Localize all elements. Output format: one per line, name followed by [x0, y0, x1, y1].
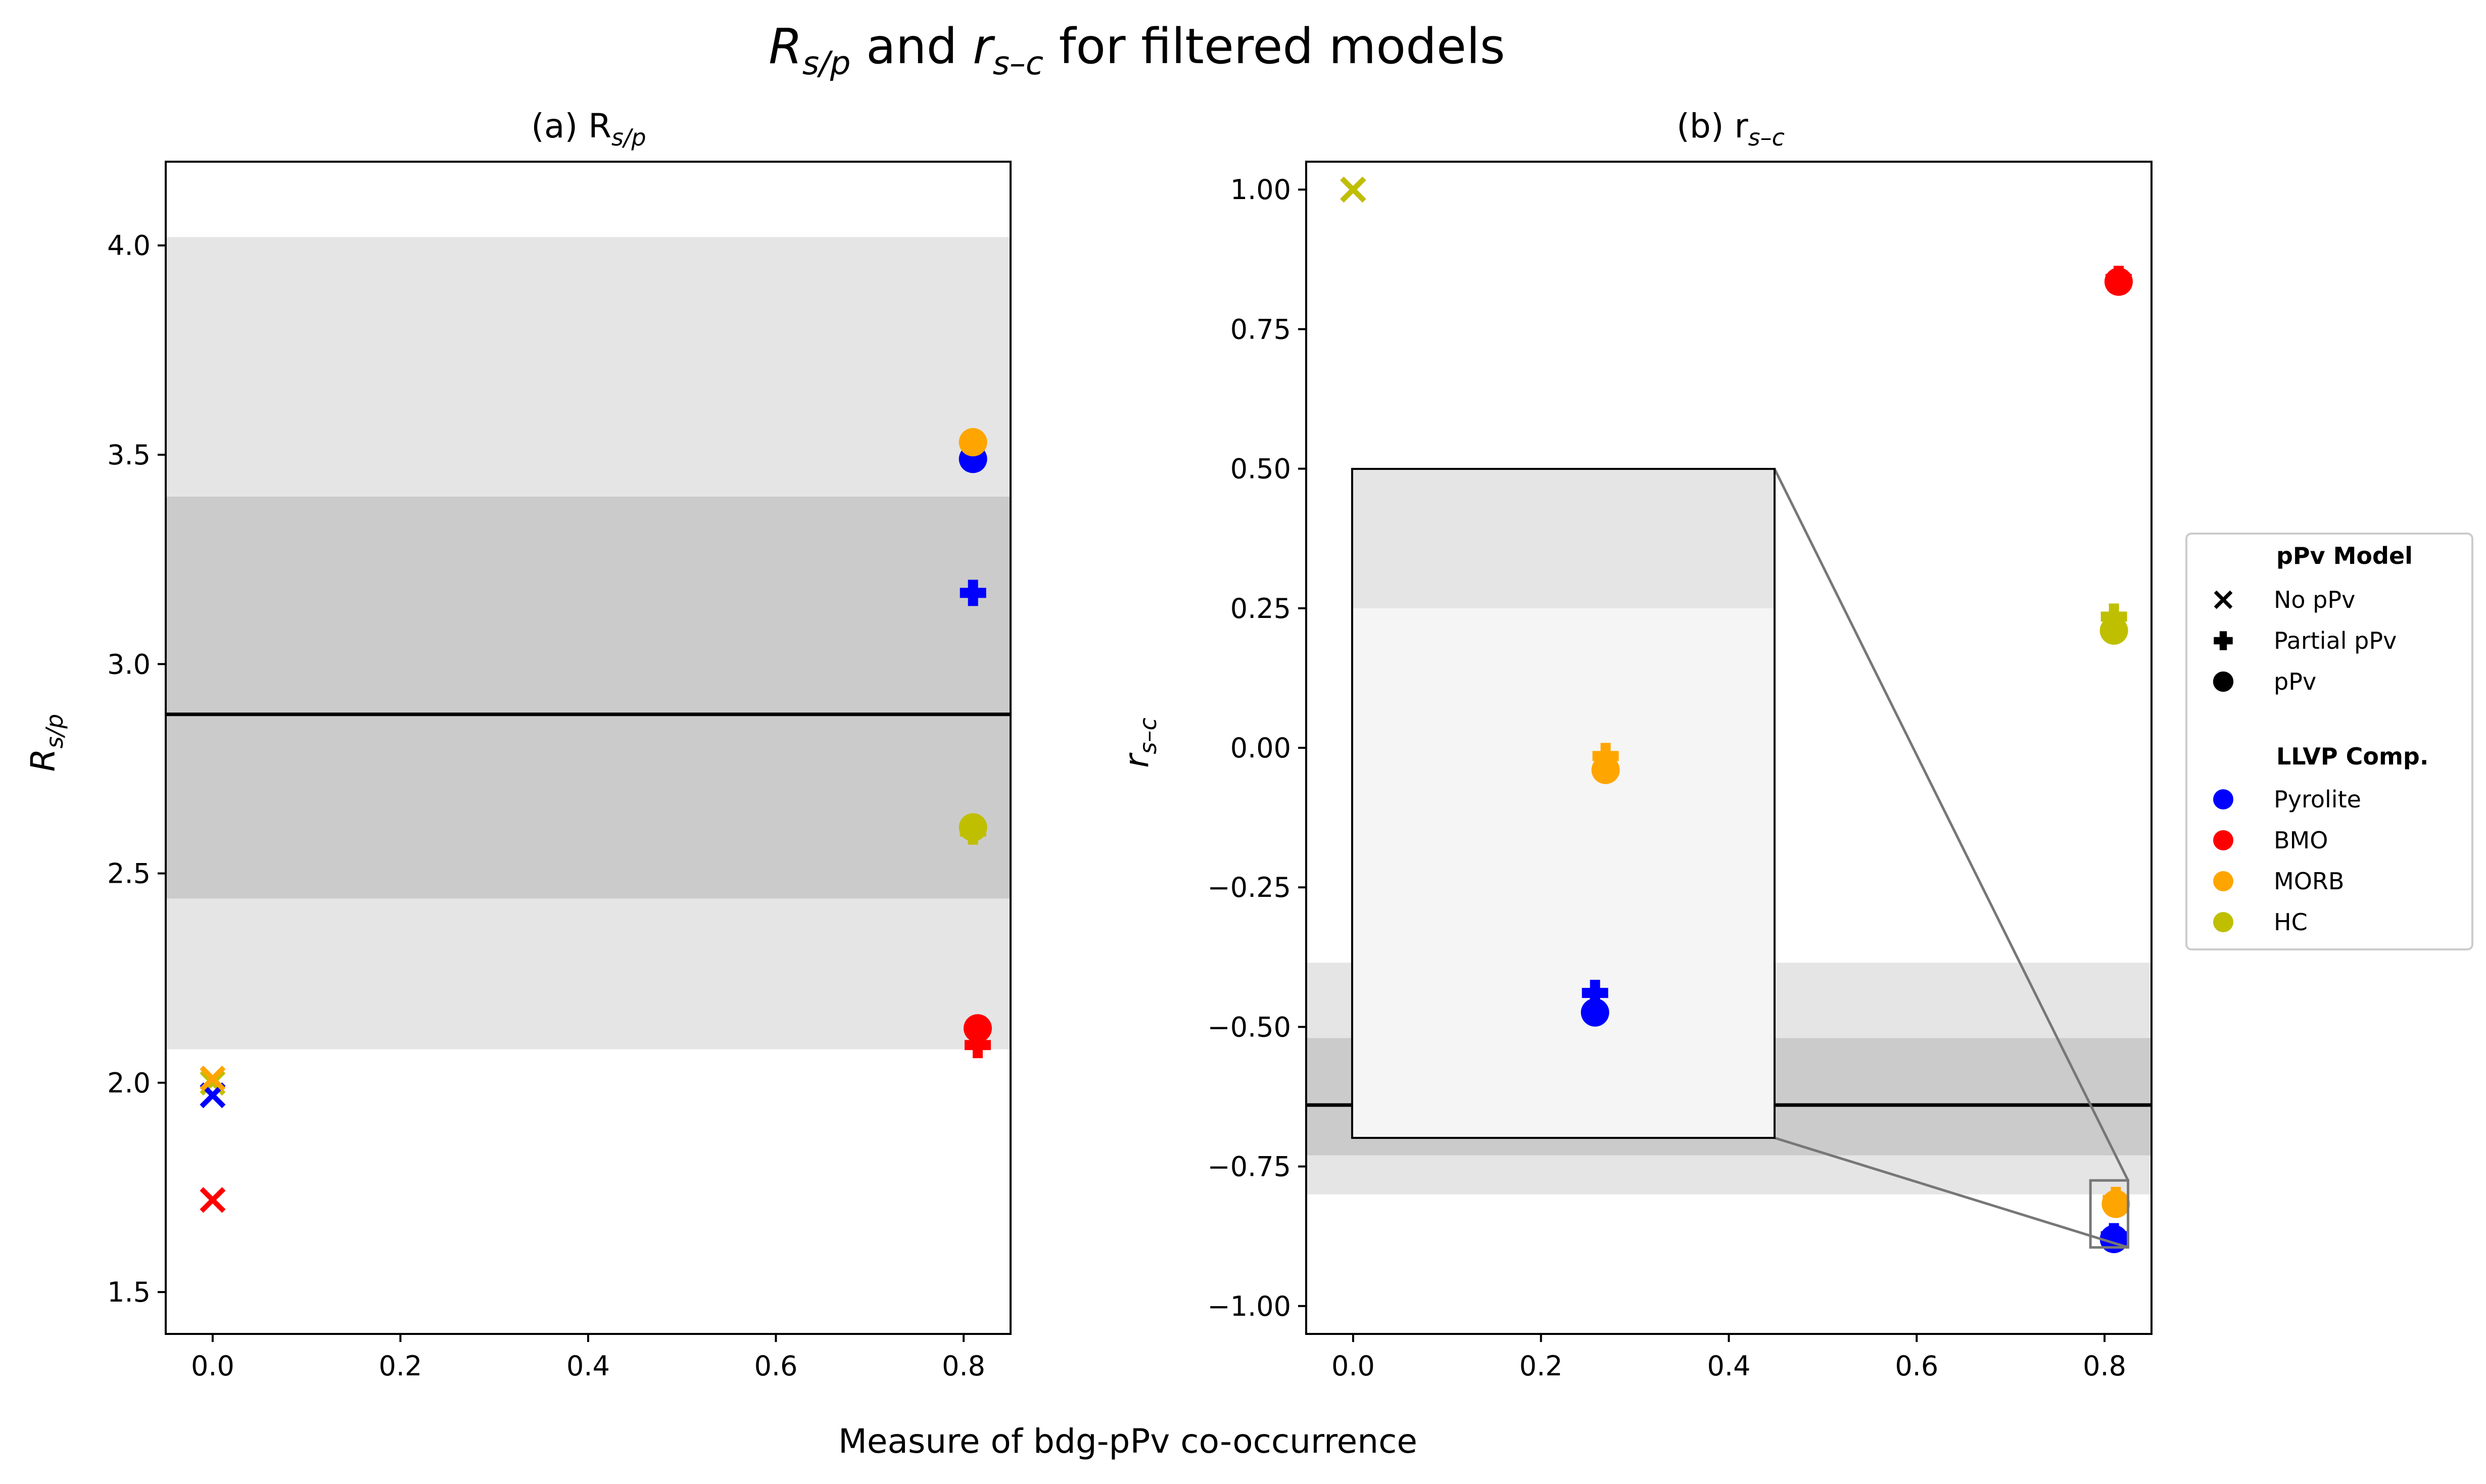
panel-a-ylabel: Rs/p — [24, 714, 68, 772]
legend-marker-morb — [2213, 871, 2233, 891]
panel-a-ytick-label: 1.5 — [107, 1276, 151, 1308]
legend-label-comp: MORB — [2274, 868, 2344, 895]
legend-label-comp: BMO — [2274, 827, 2328, 854]
panel-b-ytick-label: −0.75 — [1208, 1151, 1291, 1183]
legend: pPv Model No pPv Partial pPv pPv LLVP Comp… — [2185, 533, 2473, 950]
panel-a-band-1 — [166, 496, 1011, 899]
inset-band — [1352, 469, 1775, 608]
panel-b-point-hc-circle — [2099, 616, 2128, 645]
legend-label-model: No pPv — [2274, 586, 2355, 613]
legend-frame — [2185, 533, 2473, 950]
legend-marker-x — [2214, 590, 2233, 609]
legend-model-entries: No pPv Partial pPv pPv — [2213, 586, 2397, 695]
panel-b-xtick-label: 0.4 — [1707, 1350, 1751, 1382]
figure-suptitle: Rs/p and rs–c for filtered models — [769, 18, 1505, 82]
panel-a-ylabel-sub: s/p — [41, 714, 68, 749]
panel-a-point-pyrolite-plus — [960, 580, 986, 606]
suptitle-r: R — [769, 18, 802, 75]
panel-b-point-morb-circle — [2101, 1189, 2130, 1218]
inset-point-morb-circle — [1591, 755, 1620, 784]
panel-b-ylabel-sub: s–c — [1134, 717, 1162, 754]
inset-frame — [1351, 468, 1776, 1139]
inset-zoom-panel — [1351, 468, 1776, 1139]
legend-marker-pyrolite — [2213, 789, 2233, 809]
panel-b-title-sub: s–c — [1748, 124, 1785, 151]
panel-b-xtick-label: 0.8 — [2083, 1350, 2126, 1382]
panel-a-xtick-label: 0.2 — [378, 1350, 422, 1382]
legend-model-title: pPv Model — [2276, 542, 2413, 569]
panel-a-frame — [165, 161, 1012, 1335]
panel-a-rsp: (a) Rs/p Rs/p 0.0 0.2 0.4 0.6 0.81.52.02.53.… — [24, 107, 1012, 1382]
legend-comp-title: LLVP Comp. — [2276, 743, 2428, 770]
zoom-region-box — [2089, 1179, 2130, 1249]
suptitle-r2: r — [973, 18, 995, 75]
panel-a-title: (a) Rs/p — [531, 107, 646, 151]
panel-b-title: (b) rs–c — [1677, 107, 1785, 151]
shared-xlabel: Measure of bdg-pPv co-occurrence — [838, 1422, 1417, 1461]
panel-a-point-morb-x — [200, 1066, 226, 1092]
suptitle-r2-sub: s–c — [993, 45, 1044, 82]
panel-b-plot-area: 0.0 0.2 0.4 0.6 0.8 −1.00 −0.75 −0.50 −0.25 0.00 0… — [1208, 161, 2153, 1382]
panel-b-ytick-label: 0.00 — [1230, 732, 1291, 764]
panel-a-ytick-label: 3.0 — [107, 648, 151, 680]
legend-label-model: Partial pPv — [2274, 627, 2397, 654]
panel-a-ytick-label: 2.5 — [107, 858, 151, 890]
panel-b-xtick-label: 0.6 — [1895, 1350, 1938, 1382]
inset-point-pyrolite-circle — [1581, 998, 1609, 1027]
panel-a-point-bmo-circle — [963, 1014, 992, 1043]
panel-b-point-bmo-circle — [2104, 267, 2133, 296]
panel-a-ytick-label: 4.0 — [107, 230, 151, 262]
legend-marker-circle — [2213, 671, 2234, 692]
panel-b-xtick-label: 0.2 — [1519, 1350, 1563, 1382]
legend-label-model: pPv — [2274, 668, 2316, 695]
suptitle-tail: for filtered models — [1043, 18, 1505, 75]
panel-a-xtick-label: 0.4 — [566, 1350, 610, 1382]
panel-b-ytick-label: −0.25 — [1208, 872, 1291, 903]
panel-a-point-bmo-plus — [964, 1032, 991, 1059]
panel-a-title-sub: s/p — [611, 124, 646, 151]
panel-b-point-hc-x — [1340, 176, 1366, 203]
panel-b-ytick-label: 0.75 — [1230, 313, 1291, 345]
suptitle-r-sub: s/p — [802, 45, 851, 82]
inset-connector-bottom — [1774, 1136, 2129, 1249]
panel-a-xtick-label: 0.0 — [191, 1350, 234, 1382]
inset-connector-top — [1773, 468, 2129, 1181]
panel-b-ytick-label: −1.00 — [1208, 1290, 1291, 1322]
legend-label-comp: HC — [2274, 908, 2308, 936]
panel-b-frame — [1305, 161, 2153, 1335]
panel-b-rsc: (b) rs–c rs–c 0.0 0.2 0.4 0.6 0.8−1.00−0.75−… — [1117, 107, 2153, 1382]
legend-marker-plus — [2214, 631, 2233, 650]
panel-a-point-bmo-x — [200, 1187, 226, 1213]
legend-marker-bmo — [2213, 830, 2233, 850]
panel-a-ylabel-main: R — [24, 748, 63, 772]
panel-a-xtick-label: 0.8 — [942, 1350, 985, 1382]
suptitle-mid: and — [850, 18, 973, 75]
panel-b-ytick-label: 0.25 — [1230, 593, 1291, 625]
panel-b-ylabel: rs–c — [1117, 717, 1162, 768]
panel-a-point-morb-circle — [959, 428, 987, 457]
panel-b-ytick-label: 1.00 — [1230, 174, 1291, 206]
panel-b-ytick-label: 0.50 — [1230, 453, 1291, 485]
legend-comp-entries: Pyrolite BMO MORB HC — [2213, 786, 2361, 936]
legend-label-comp: Pyrolite — [2274, 786, 2361, 813]
panel-b-ylabel-main: r — [1117, 752, 1156, 768]
legend-marker-hc — [2213, 912, 2233, 932]
panel-a-plot-area: 0.0 0.2 0.4 0.6 0.8 1.5 2.0 2.5 3.0 3.5 4.0 — [107, 161, 1012, 1382]
panel-b-title-prefix: (b) r — [1677, 107, 1748, 146]
panel-a-ytick-label: 3.5 — [107, 439, 151, 471]
panel-a-xtick-label: 0.6 — [754, 1350, 798, 1382]
panel-a-point-hc-circle — [959, 813, 987, 842]
panel-b-ytick-label: −0.50 — [1208, 1011, 1291, 1043]
inset-point-pyrolite-plus — [1582, 980, 1608, 1007]
panel-b-xtick-label: 0.0 — [1331, 1350, 1375, 1382]
panel-a-ytick-label: 2.0 — [107, 1067, 151, 1099]
panel-a-title-prefix: (a) R — [531, 107, 611, 146]
